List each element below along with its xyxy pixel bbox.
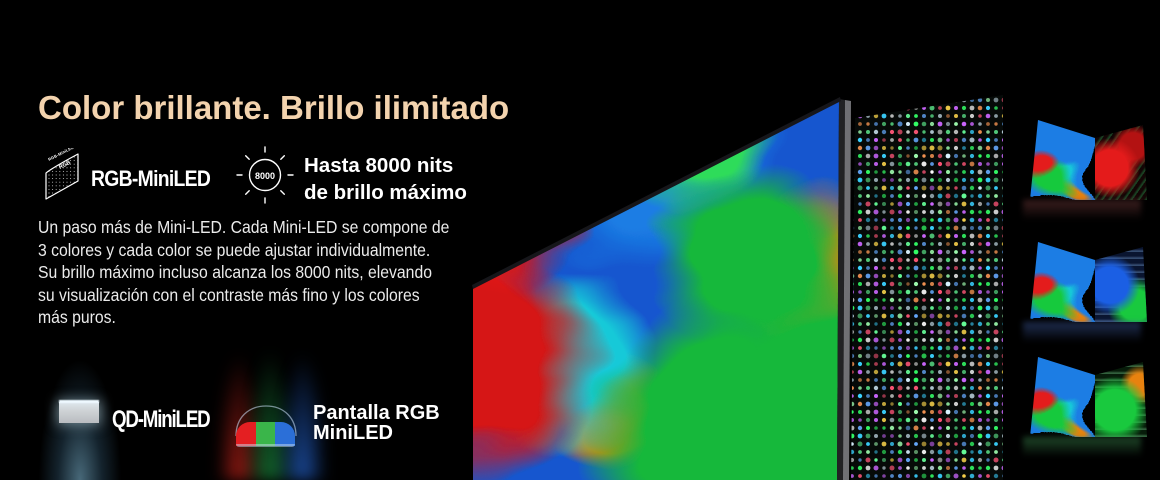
svg-text:8000: 8000 (255, 171, 275, 181)
